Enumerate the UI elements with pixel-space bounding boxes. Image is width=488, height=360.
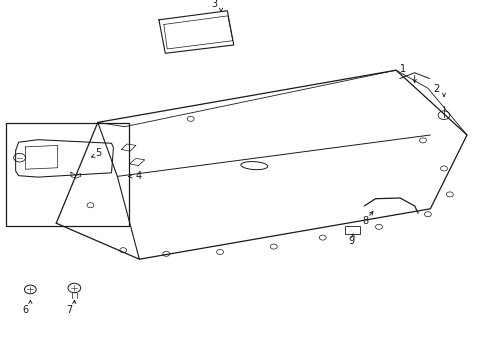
Text: 6: 6	[22, 305, 28, 315]
Text: 7: 7	[66, 305, 72, 315]
Text: 1: 1	[400, 64, 406, 74]
Bar	[344, 226, 360, 234]
Text: 5: 5	[96, 148, 102, 158]
Bar	[6, 123, 129, 226]
Text: 2: 2	[432, 84, 438, 94]
Text: 3: 3	[211, 0, 217, 9]
Text: 9: 9	[347, 236, 353, 246]
Text: 8: 8	[362, 216, 368, 226]
Text: 4: 4	[136, 171, 142, 181]
